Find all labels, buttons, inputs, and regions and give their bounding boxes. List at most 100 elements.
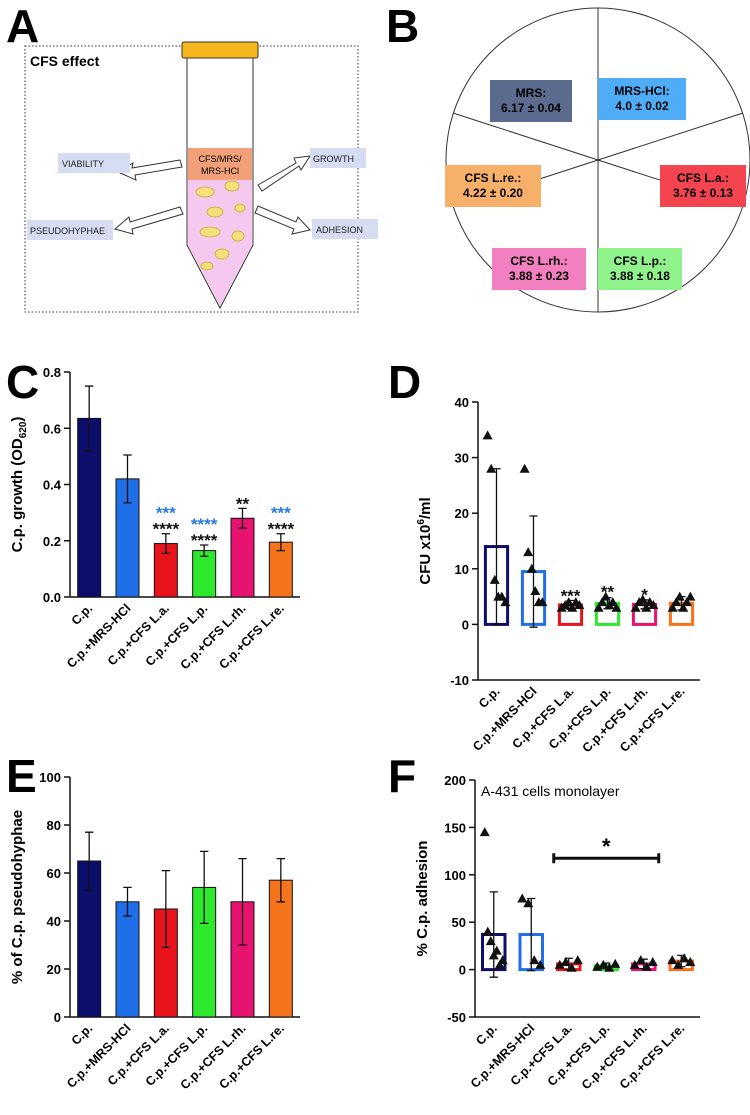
panel-letter: F [388, 750, 416, 802]
chart: E % of C.p. pseudohyphae 0 20 40 60 80 100 C.p. C… [6, 750, 300, 1092]
segment-value: 4.22 ± 0.20 [463, 186, 523, 200]
error-bar [527, 897, 536, 972]
segment-name: CFS L.a.: [677, 171, 729, 185]
y-tick-label: -50 [447, 1010, 466, 1025]
y-tick-label: 50 [452, 915, 466, 930]
bracket [552, 853, 661, 864]
panel-a: A CFS effect CFS/MRS/ MRS-HCl VIABILITY … [6, 0, 378, 313]
data-point [681, 597, 692, 607]
x-tick-label: C.p.+CFS L.rh. [580, 684, 651, 755]
data-point [574, 599, 585, 609]
significance-label: *** [561, 586, 581, 605]
chart-note: A-431 cells monolayer [481, 783, 620, 799]
x-tick-label: C.p. [69, 1021, 96, 1048]
data-point [482, 430, 493, 440]
data-point [674, 591, 685, 601]
bar [230, 517, 255, 598]
segment-value: 3.88 ± 0.18 [610, 269, 670, 283]
tube-cap [181, 41, 259, 59]
x-tick-label: C.p.+CFS L.rh. [579, 1021, 650, 1092]
diagram-title: CFS effect [30, 53, 100, 69]
segment-value: 4.0 ± 0.02 [615, 99, 669, 113]
error-bar [161, 869, 171, 949]
segment-name: CFS L.re.: [465, 171, 522, 185]
panel-letter: E [6, 750, 37, 802]
chart: D CFU x106/ml -10 0 10 20 30 40 C.p.C.p.+MRS-HCl… [388, 356, 700, 755]
chart: F % C.p. adhesion -50 0 50 100 150 200 C.p. C.p.+… [388, 750, 700, 1092]
effect-label: VIABILITY [62, 159, 104, 169]
significance-label: ** [236, 494, 250, 513]
y-tick-label: 30 [455, 451, 469, 466]
bar [192, 550, 217, 598]
tube-medium [188, 180, 252, 306]
y-axis-label: CFU x106/ml [416, 497, 434, 584]
x-tick-label: C.p. [69, 601, 96, 628]
significance-label: **** [191, 531, 218, 550]
y-tick-label: 0.8 [43, 365, 61, 380]
x-tick-label: C.p.+CFS L.rh. [178, 601, 249, 672]
data-point [610, 958, 621, 968]
y-tick-label: 100 [39, 770, 61, 785]
x-tick-label: C.p.+CFS L.rh. [178, 1021, 249, 1092]
significance-label: * [641, 585, 648, 604]
data-point [667, 955, 678, 965]
chart: C C.p. growth (OD620) 0.0 0.2 0.4 0.6 0.8 C.p. C… [6, 356, 300, 672]
y-tick-label: 20 [47, 962, 61, 977]
y-tick-label: 100 [444, 868, 466, 883]
y-axis-label: % C.p. adhesion [414, 841, 431, 957]
y-axis-label-text: CFU x10 [417, 525, 434, 585]
tube-label: CFS/MRS/ [198, 154, 242, 164]
error-bar [276, 533, 286, 552]
data-point [572, 955, 583, 965]
segment-box [492, 248, 586, 290]
data-point [479, 827, 490, 837]
x-tick-label: C.p.+MRS-HCl [470, 684, 540, 754]
effect-box [58, 153, 130, 173]
effect-box [312, 219, 378, 239]
data-point [537, 597, 548, 607]
data-point [607, 597, 618, 607]
y-axis-label-suffix: /ml [417, 497, 434, 519]
cells [195, 180, 246, 271]
data-point [488, 950, 499, 960]
y-tick-label: 0 [54, 1010, 61, 1025]
y-tick-label: 20 [455, 506, 469, 521]
x-tick-label: C.p.+CFS L.re. [617, 684, 688, 755]
data-point [679, 953, 690, 963]
y-axis-label-text: C.p. growth (OD [9, 438, 26, 552]
segment-value: 3.88 ± 0.23 [509, 269, 569, 283]
y-tick-label: 0.2 [43, 534, 61, 549]
y-axis-label-sub: 620 [18, 421, 29, 438]
x-tick-label: C.p. [473, 1021, 500, 1048]
tube-label: MRS-HCl [201, 166, 239, 176]
y-tick-label: 40 [455, 395, 469, 410]
data-point [530, 586, 541, 596]
data-point [526, 563, 537, 573]
data-point [485, 936, 496, 946]
y-axis-label: C.p. growth (OD620) [9, 417, 29, 553]
data-point [641, 602, 652, 612]
segment-name: MRS: [516, 86, 547, 100]
y-axis-label-text: % of C.p. pseudohyphae [9, 810, 26, 984]
data-point [567, 602, 578, 612]
effect-label: PSEUDOHYPHAE [30, 226, 105, 236]
data-point [554, 959, 565, 969]
data-point [611, 602, 622, 612]
data-point [496, 591, 507, 601]
error-bar [199, 544, 209, 557]
data-point [517, 893, 528, 903]
error-bar [238, 857, 247, 946]
data-point [685, 591, 696, 601]
y-tick-label: 0 [459, 963, 466, 978]
y-tick-label: 0 [462, 617, 469, 632]
data-point [600, 591, 611, 601]
data-point [630, 602, 641, 612]
data-point [566, 962, 577, 972]
error-bar [276, 857, 286, 903]
error-bar [84, 385, 94, 452]
segment-value: 3.76 ± 0.13 [673, 186, 733, 200]
data-point [648, 599, 659, 609]
data-point [671, 597, 682, 607]
data-point [563, 597, 574, 607]
data-point [635, 955, 646, 965]
